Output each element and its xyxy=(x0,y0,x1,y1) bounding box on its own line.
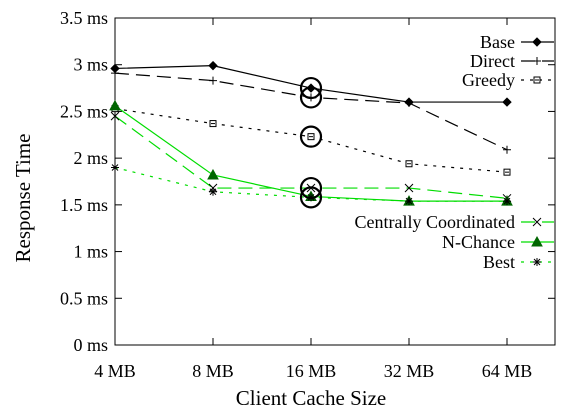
series-greedy xyxy=(111,105,511,176)
series-line xyxy=(114,108,508,173)
legend-marker xyxy=(532,217,542,227)
data-point xyxy=(404,183,414,193)
y-tick-label: 0.5 ms xyxy=(60,288,108,308)
x-tick-label: 64 MB xyxy=(482,361,533,381)
data-point xyxy=(209,120,217,128)
series-layer xyxy=(109,60,513,206)
x-axis-label: Client Cache Size xyxy=(236,386,386,410)
data-point xyxy=(502,97,512,107)
data-point xyxy=(110,111,120,121)
y-axis-label: Response Time xyxy=(11,134,35,263)
data-point xyxy=(209,187,217,196)
legend-label: Direct xyxy=(470,51,515,71)
x-axis-ticks: 4 MB 8 MB 16 MB 32 MB 64 MB xyxy=(94,18,532,381)
data-point xyxy=(307,133,315,141)
highlight-circles xyxy=(299,76,323,209)
highlight-circle xyxy=(299,186,323,209)
highlight-circle xyxy=(299,125,323,148)
legend-item: Greedy xyxy=(462,70,554,90)
legend-marker xyxy=(531,235,543,247)
y-tick-label: 2 ms xyxy=(73,148,108,168)
legend-marker xyxy=(532,37,542,47)
legend-marker xyxy=(533,76,541,84)
axes xyxy=(114,17,556,346)
y-tick-label: 1 ms xyxy=(73,242,108,262)
data-point xyxy=(209,76,217,85)
data-point xyxy=(111,69,119,78)
legend-marker xyxy=(533,57,541,65)
legend-marker xyxy=(533,258,541,266)
y-axis-ticks: 0 ms 0.5 ms 1 ms 1.5 ms 2 ms 2.5 ms 3 ms 3.5 ms xyxy=(60,8,555,355)
y-tick-label: 0 ms xyxy=(73,335,108,355)
y-tick-label: 1.5 ms xyxy=(60,195,108,215)
x-tick-label: 4 MB xyxy=(94,361,136,381)
y-tick-label: 3.5 ms xyxy=(60,8,108,28)
legend-item: Direct xyxy=(470,51,554,71)
data-point xyxy=(109,99,121,111)
data-point xyxy=(111,163,119,172)
legend-item: Base xyxy=(480,32,554,52)
plot-frame xyxy=(114,17,556,346)
legend-item: N-Chance xyxy=(442,232,554,252)
data-point xyxy=(503,168,511,176)
x-tick-label: 8 MB xyxy=(192,361,234,381)
data-point xyxy=(503,197,511,206)
legend-label: Base xyxy=(480,32,515,52)
x-tick-label: 32 MB xyxy=(384,361,435,381)
legend-label: Best xyxy=(483,252,515,272)
x-tick-label: 16 MB xyxy=(286,361,337,381)
legend-item: Best xyxy=(483,252,554,272)
y-tick-label: 2.5 ms xyxy=(60,101,108,121)
highlight-circle xyxy=(299,86,323,109)
legend-label: Centrally Coordinated xyxy=(355,212,515,232)
data-point xyxy=(207,168,219,180)
highlight-circle xyxy=(299,76,323,100)
data-point xyxy=(405,99,413,108)
highlight-circle xyxy=(299,176,323,200)
legend-item: Centrally Coordinated xyxy=(355,212,554,232)
data-point xyxy=(405,197,413,206)
legend-label: Greedy xyxy=(462,70,515,90)
series-direct xyxy=(111,69,511,154)
series-line xyxy=(114,115,508,199)
y-tick-label: 3 ms xyxy=(73,55,108,75)
data-point xyxy=(503,145,511,154)
legend-label: N-Chance xyxy=(442,232,515,252)
data-point xyxy=(405,160,413,168)
data-point xyxy=(208,60,218,71)
